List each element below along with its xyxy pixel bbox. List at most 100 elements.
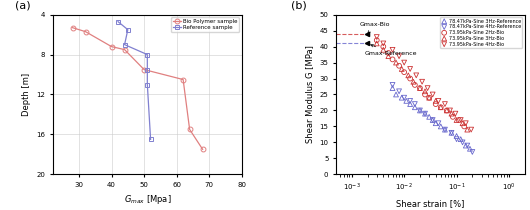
73.95kPa-Sine 4Hz-Bio <box>388 48 397 51</box>
78.47kPa-Sine 3Hz-Reference <box>398 96 406 99</box>
Bio Polymer sample <box>82 30 89 33</box>
73.95kPa-Sine 3Hz-Bio <box>416 87 424 90</box>
78.47kPa-Sine 4Hz-Reference <box>463 144 472 147</box>
73.95kPa-Sine 4Hz-Bio <box>462 122 470 125</box>
Text: Gmax-Bio: Gmax-Bio <box>359 22 390 33</box>
78.47kPa-Sine 4Hz-Reference <box>406 99 414 102</box>
73.95kPa-Sine 4Hz-Bio <box>406 67 414 71</box>
78.47kPa-Sine 3Hz-Reference <box>421 112 429 115</box>
73.95kPa-Sine 3Hz-Bio <box>404 74 412 77</box>
Bio Polymer sample <box>108 45 114 48</box>
78.47kPa-Sine 4Hz-Reference <box>411 102 419 106</box>
73.95kPa-Sine 4Hz-Bio <box>428 93 437 96</box>
Line: Reference sample: Reference sample <box>116 19 153 142</box>
73.95kPa-Sine 3Hz-Bio <box>437 106 445 109</box>
73.95kPa-Sine 4Hz-Bio <box>434 99 443 102</box>
Y-axis label: Depth [m]: Depth [m] <box>22 73 31 116</box>
78.47kPa-Sine 3Hz-Reference <box>452 134 461 138</box>
78.47kPa-Sine 4Hz-Reference <box>421 112 429 115</box>
73.95kPa-Sine 4Hz-Bio <box>456 118 465 122</box>
78.47kPa-Sine 4Hz-Reference <box>388 83 397 87</box>
78.47kPa-Sine 3Hz-Reference <box>406 102 414 106</box>
73.95kPa-Sine 3Hz-Bio <box>398 67 406 71</box>
Bio Polymer sample <box>180 78 187 81</box>
78.47kPa-Sine 4Hz-Reference <box>441 128 449 131</box>
73.95kPa-Sine 2Hz-Bio <box>421 93 429 96</box>
73.95kPa-Sine 4Hz-Bio <box>446 109 454 112</box>
78.47kPa-Sine 4Hz-Reference <box>447 131 456 134</box>
73.95kPa-Sine 3Hz-Bio <box>463 128 472 131</box>
Bio Polymer sample <box>187 128 193 131</box>
73.95kPa-Sine 3Hz-Bio <box>384 55 393 58</box>
Reference sample <box>121 43 128 46</box>
73.95kPa-Sine 4Hz-Bio <box>418 80 426 83</box>
Bio Polymer sample <box>69 26 76 29</box>
73.95kPa-Sine 3Hz-Bio <box>373 42 381 45</box>
Bio Polymer sample <box>141 68 147 71</box>
Reference sample <box>144 53 151 56</box>
73.95kPa-Sine 3Hz-Bio <box>447 112 456 115</box>
78.47kPa-Sine 3Hz-Reference <box>388 87 397 90</box>
73.95kPa-Sine 2Hz-Bio <box>416 87 424 90</box>
73.95kPa-Sine 4Hz-Bio <box>395 55 403 58</box>
78.47kPa-Sine 3Hz-Reference <box>431 122 440 125</box>
73.95kPa-Sine 3Hz-Bio <box>409 80 418 83</box>
Reference sample <box>147 138 154 141</box>
73.95kPa-Sine 2Hz-Bio <box>400 71 409 74</box>
73.95kPa-Sine 2Hz-Bio <box>384 51 393 55</box>
73.95kPa-Sine 3Hz-Bio <box>452 118 461 122</box>
Reference sample <box>144 83 151 86</box>
Text: (b): (b) <box>291 0 306 10</box>
Text: Gmax-Reference: Gmax-Reference <box>365 45 417 56</box>
73.95kPa-Sine 3Hz-Bio <box>392 61 400 64</box>
73.95kPa-Sine 2Hz-Bio <box>425 96 434 99</box>
73.95kPa-Sine 4Hz-Bio <box>412 74 420 77</box>
73.95kPa-Sine 2Hz-Bio <box>373 39 381 42</box>
Y-axis label: Shear Modulus G [MPa]: Shear Modulus G [MPa] <box>305 46 314 143</box>
78.47kPa-Sine 4Hz-Reference <box>468 150 476 154</box>
Bio Polymer sample <box>199 148 206 151</box>
Line: Bio Polymer sample: Bio Polymer sample <box>70 25 205 152</box>
78.47kPa-Sine 3Hz-Reference <box>392 93 400 96</box>
78.47kPa-Sine 4Hz-Reference <box>452 138 461 141</box>
73.95kPa-Sine 4Hz-Bio <box>373 35 381 39</box>
78.47kPa-Sine 4Hz-Reference <box>395 90 403 93</box>
78.47kPa-Sine 4Hz-Reference <box>428 118 437 122</box>
73.95kPa-Sine 2Hz-Bio <box>455 118 463 122</box>
73.95kPa-Sine 3Hz-Bio <box>458 122 467 125</box>
78.47kPa-Sine 4Hz-Reference <box>434 122 443 125</box>
73.95kPa-Sine 2Hz-Bio <box>411 83 419 87</box>
73.95kPa-Sine 2Hz-Bio <box>460 125 469 128</box>
73.95kPa-Sine 4Hz-Bio <box>441 102 449 106</box>
73.95kPa-Sine 2Hz-Bio <box>395 64 403 67</box>
73.95kPa-Sine 2Hz-Bio <box>431 102 440 106</box>
Reference sample <box>125 28 131 31</box>
78.47kPa-Sine 3Hz-Reference <box>447 131 456 134</box>
78.47kPa-Sine 4Hz-Reference <box>400 96 409 99</box>
78.47kPa-Sine 3Hz-Reference <box>425 115 434 118</box>
73.95kPa-Sine 4Hz-Bio <box>379 42 387 45</box>
73.95kPa-Sine 3Hz-Bio <box>379 48 387 51</box>
78.47kPa-Sine 3Hz-Reference <box>437 125 445 128</box>
78.47kPa-Sine 3Hz-Reference <box>466 147 474 150</box>
Legend: 78.47kPa-Sine 3Hz-Reference, 78.47kPa-Sine 4Hz-Reference, 73.95kPa-Sine 2Hz-Bio,: 78.47kPa-Sine 3Hz-Reference, 78.47kPa-Si… <box>440 17 522 48</box>
73.95kPa-Sine 3Hz-Bio <box>421 90 429 93</box>
78.47kPa-Sine 3Hz-Reference <box>462 144 470 147</box>
78.47kPa-Sine 4Hz-Reference <box>458 141 467 144</box>
78.47kPa-Sine 3Hz-Reference <box>411 106 419 109</box>
73.95kPa-Sine 2Hz-Bio <box>379 45 387 48</box>
Reference sample <box>144 68 151 71</box>
Reference sample <box>115 20 121 23</box>
73.95kPa-Sine 4Hz-Bio <box>467 128 475 131</box>
X-axis label: $G_{max}$ [Mpa]: $G_{max}$ [Mpa] <box>123 193 171 206</box>
Bio Polymer sample <box>121 48 128 51</box>
73.95kPa-Sine 2Hz-Bio <box>406 77 414 80</box>
78.47kPa-Sine 3Hz-Reference <box>416 109 424 112</box>
78.47kPa-Sine 3Hz-Reference <box>441 128 449 131</box>
73.95kPa-Sine 2Hz-Bio <box>388 58 397 61</box>
78.47kPa-Sine 4Hz-Reference <box>416 109 424 112</box>
Legend: Bio Polymer sample, Reference sample: Bio Polymer sample, Reference sample <box>171 17 239 32</box>
73.95kPa-Sine 4Hz-Bio <box>451 112 460 115</box>
73.95kPa-Sine 2Hz-Bio <box>437 106 445 109</box>
73.95kPa-Sine 2Hz-Bio <box>448 115 457 118</box>
